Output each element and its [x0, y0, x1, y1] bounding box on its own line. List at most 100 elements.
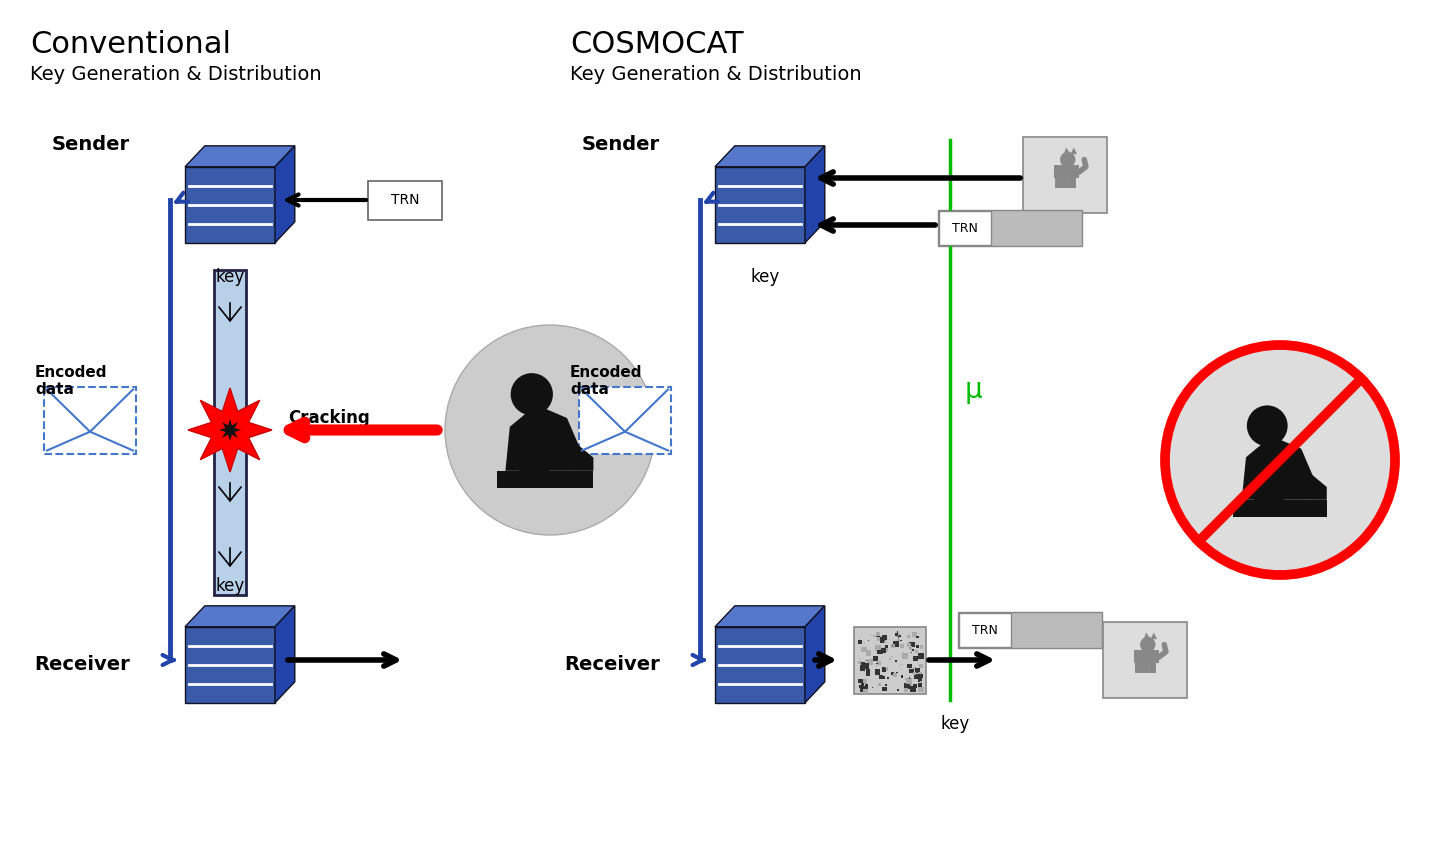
Polygon shape [1242, 436, 1314, 499]
FancyBboxPatch shape [907, 644, 911, 647]
FancyBboxPatch shape [904, 683, 910, 689]
Text: Encoded
data: Encoded data [570, 365, 643, 398]
FancyBboxPatch shape [882, 687, 887, 691]
FancyBboxPatch shape [877, 662, 878, 664]
Polygon shape [715, 605, 825, 627]
Polygon shape [185, 167, 274, 243]
FancyBboxPatch shape [897, 689, 900, 690]
FancyBboxPatch shape [864, 689, 866, 692]
FancyBboxPatch shape [214, 270, 245, 595]
Polygon shape [804, 605, 825, 703]
Text: key: key [940, 715, 969, 733]
FancyBboxPatch shape [957, 612, 1102, 648]
Text: TRN: TRN [952, 221, 978, 235]
FancyBboxPatch shape [910, 641, 915, 647]
FancyBboxPatch shape [959, 613, 1011, 647]
FancyBboxPatch shape [895, 660, 897, 661]
FancyBboxPatch shape [911, 652, 913, 654]
FancyBboxPatch shape [913, 650, 914, 651]
FancyBboxPatch shape [897, 639, 900, 641]
FancyBboxPatch shape [1022, 137, 1108, 213]
FancyBboxPatch shape [861, 661, 865, 666]
FancyBboxPatch shape [915, 667, 920, 672]
FancyBboxPatch shape [913, 672, 915, 675]
FancyBboxPatch shape [878, 683, 881, 686]
FancyBboxPatch shape [862, 687, 868, 692]
FancyBboxPatch shape [895, 633, 900, 638]
FancyBboxPatch shape [861, 668, 862, 671]
Text: COSMOCAT: COSMOCAT [570, 30, 744, 59]
Polygon shape [188, 388, 271, 472]
FancyBboxPatch shape [908, 646, 913, 650]
Circle shape [511, 373, 553, 416]
FancyBboxPatch shape [920, 645, 923, 649]
FancyBboxPatch shape [918, 664, 923, 668]
Text: key: key [215, 268, 244, 286]
Text: Encoded
data: Encoded data [35, 365, 107, 398]
FancyBboxPatch shape [882, 667, 885, 671]
Text: key: key [215, 577, 244, 595]
FancyBboxPatch shape [879, 674, 884, 678]
FancyBboxPatch shape [865, 672, 869, 676]
FancyBboxPatch shape [865, 683, 868, 687]
FancyBboxPatch shape [881, 638, 882, 639]
FancyBboxPatch shape [858, 678, 864, 683]
FancyBboxPatch shape [878, 650, 882, 655]
FancyBboxPatch shape [875, 669, 879, 674]
FancyBboxPatch shape [1103, 622, 1187, 698]
Polygon shape [1151, 633, 1157, 639]
Circle shape [1246, 405, 1288, 446]
FancyBboxPatch shape [939, 211, 991, 245]
Text: Sender: Sender [52, 135, 130, 154]
FancyBboxPatch shape [859, 685, 862, 689]
FancyBboxPatch shape [910, 683, 913, 686]
FancyBboxPatch shape [882, 677, 885, 679]
FancyBboxPatch shape [862, 689, 868, 694]
FancyBboxPatch shape [907, 635, 910, 638]
FancyBboxPatch shape [900, 664, 901, 666]
FancyBboxPatch shape [878, 661, 881, 665]
Polygon shape [185, 627, 274, 703]
FancyBboxPatch shape [887, 677, 890, 678]
FancyBboxPatch shape [915, 658, 917, 660]
Text: key: key [751, 268, 780, 286]
Polygon shape [1255, 466, 1284, 499]
FancyBboxPatch shape [915, 650, 918, 653]
FancyBboxPatch shape [878, 636, 882, 641]
FancyBboxPatch shape [891, 644, 895, 648]
Polygon shape [1144, 633, 1151, 639]
FancyBboxPatch shape [879, 637, 885, 643]
FancyBboxPatch shape [884, 667, 888, 671]
FancyBboxPatch shape [915, 645, 920, 648]
Circle shape [445, 325, 656, 535]
FancyBboxPatch shape [920, 681, 923, 683]
FancyBboxPatch shape [918, 653, 924, 659]
Text: Cracking: Cracking [287, 409, 370, 427]
FancyBboxPatch shape [858, 640, 862, 644]
Polygon shape [715, 146, 825, 167]
Polygon shape [505, 404, 580, 471]
FancyBboxPatch shape [900, 635, 901, 638]
Circle shape [1060, 152, 1076, 167]
FancyBboxPatch shape [871, 634, 872, 636]
Polygon shape [715, 167, 804, 243]
FancyBboxPatch shape [862, 679, 868, 683]
Circle shape [1165, 345, 1395, 575]
FancyBboxPatch shape [917, 678, 921, 683]
Polygon shape [518, 436, 549, 471]
FancyBboxPatch shape [859, 687, 865, 693]
Text: TRN: TRN [972, 623, 998, 637]
FancyBboxPatch shape [859, 665, 865, 671]
FancyBboxPatch shape [892, 644, 894, 646]
FancyBboxPatch shape [43, 387, 136, 454]
Text: Receiver: Receiver [35, 656, 130, 674]
FancyBboxPatch shape [900, 644, 904, 648]
FancyBboxPatch shape [908, 677, 910, 678]
Polygon shape [185, 146, 295, 167]
Circle shape [1141, 637, 1155, 652]
Text: Key Generation & Distribution: Key Generation & Distribution [570, 65, 862, 84]
FancyBboxPatch shape [920, 674, 923, 678]
FancyBboxPatch shape [868, 660, 874, 666]
FancyBboxPatch shape [885, 684, 887, 685]
Polygon shape [1301, 466, 1327, 499]
